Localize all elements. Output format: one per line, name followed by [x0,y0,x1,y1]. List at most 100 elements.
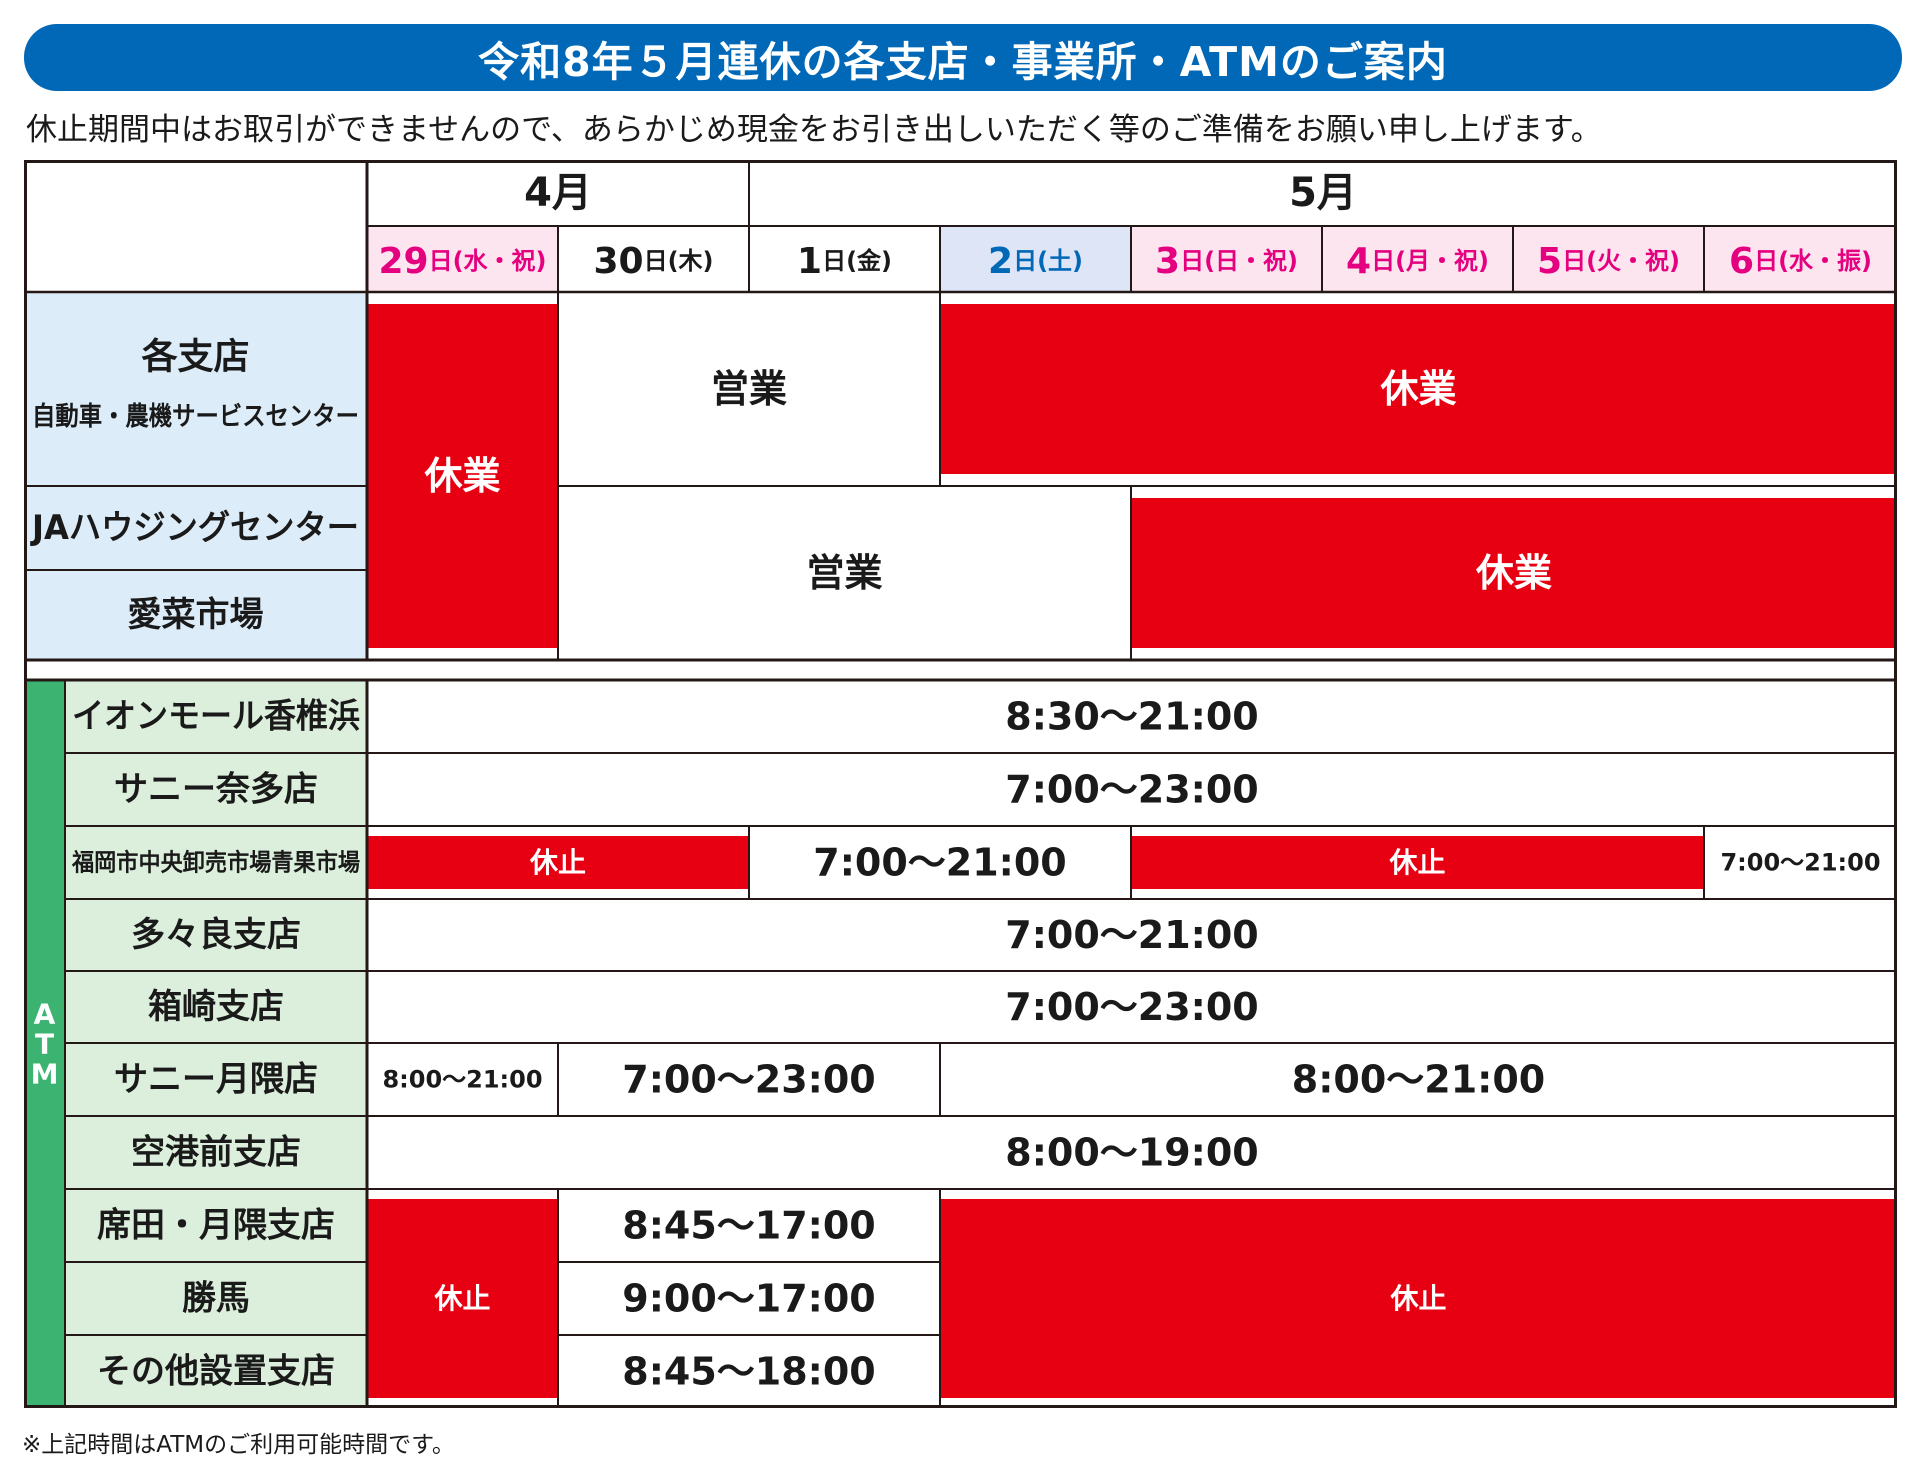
closed-block [1132,836,1703,889]
closed-label: 休止 [529,846,586,879]
atm-strip-letter: T [35,1028,54,1061]
branch-row-label: 愛菜市場 [128,595,264,635]
hours-block [368,753,1896,826]
atm-row-label: 福岡市中央卸売市場青果市場 [71,849,360,877]
hours-block [368,971,1896,1043]
hours-label: 7:00〜23:00 [622,1058,875,1102]
hours-label: 8:45〜17:00 [622,1204,875,1248]
table-border [24,160,1897,1408]
open-label: 営業 [711,367,787,411]
hours-label: 8:00〜21:00 [382,1066,542,1094]
day-number: 4 [1346,241,1371,282]
closed-block [368,304,557,648]
atm-row-label: その他設置支店 [97,1352,335,1392]
closed-label: 休止 [1388,846,1445,879]
day-header-cell [1322,226,1513,292]
open-block [559,486,1130,660]
hours-label: 8:00〜21:00 [1292,1058,1545,1102]
hours-block [368,1043,557,1116]
atm-strip-letter: A [34,998,56,1031]
branch-row-sublabel: 自動車・農機サービスセンター [32,401,359,432]
hours-label: 7:00〜21:00 [1005,913,1258,957]
title-banner: 令和8年５月連休の各支店・事業所・ATMのご案内 [24,24,1902,91]
branch-row-label: 各支店 [141,337,249,378]
closed-block [941,304,1896,474]
day-unit: 日 [1754,247,1778,275]
section-separator [24,660,1897,680]
atm-row-label: イオンモール香椎浜 [72,697,360,737]
day-unit: 日 [429,247,453,275]
holiday-schedule-table: 4月 5月 29日(水・祝) 30日(木) 1日(金) 2日(土) 3日(日・祝) 4日(月・… [24,160,1897,1408]
day-label: 29日(水・祝) [378,241,546,282]
hours-block [368,1116,1896,1189]
hours-label: 7:00〜23:00 [1005,985,1258,1029]
day-of-week: (火・祝) [1586,247,1680,275]
closed-label: 休止 [1389,1282,1446,1315]
hours-label: 8:00〜19:00 [1005,1131,1258,1175]
hours-label: 8:30〜21:00 [1005,695,1258,739]
hours-block [941,1043,1896,1116]
closed-label: 休止 [433,1282,490,1315]
day-header-cell [1704,226,1897,292]
page-title: 令和8年５月連休の各支店・事業所・ATMのご案内 [478,37,1448,86]
day-label: 1日(金) [797,241,892,282]
day-number: 3 [1155,241,1180,282]
day-unit: 日 [1562,247,1586,275]
day-header-cell [940,226,1131,292]
day-header-cell [1513,226,1704,292]
hours-block [559,1262,939,1335]
day-header-cell [367,226,558,292]
closed-block [368,1199,557,1398]
atm-row-label: 箱崎支店 [148,987,284,1027]
closed-block [941,1199,1896,1398]
day-of-week: (金) [846,247,892,275]
day-number: 30 [593,241,643,282]
open-label: 営業 [806,551,882,595]
open-block [559,292,939,486]
atm-row-label: サニー月隈店 [114,1060,318,1100]
closed-label: 休業 [1475,551,1552,595]
closed-label: 休業 [423,454,500,498]
branch-label-column [24,292,367,660]
hours-label: 7:00〜21:00 [1720,849,1880,877]
hours-block [750,826,1130,899]
day-of-week: (木) [668,247,714,275]
day-label: 5日(火・祝) [1537,241,1680,282]
atm-row-label: サニー奈多店 [114,770,318,810]
day-of-week: (土) [1037,247,1083,275]
hours-label: 7:00〜21:00 [813,841,1066,885]
day-of-week: (日・祝) [1204,247,1298,275]
atm-row-label: 多々良支店 [131,915,301,955]
day-number: 1 [797,241,822,282]
day-unit: 日 [644,247,668,275]
day-label: 3日(日・祝) [1155,241,1298,282]
hours-block [1705,826,1896,899]
atm-row-label: 空港前支店 [131,1133,301,1173]
day-unit: 日 [1180,247,1204,275]
notice-text: 休止期間中はお取引ができませんので、あらかじめ現金をお引き出しいただく等のご準備… [26,112,1602,148]
hours-label: 8:45〜18:00 [622,1350,875,1394]
day-header-cell [1131,226,1322,292]
hours-label: 7:00〜23:00 [1005,768,1258,812]
atm-strip-letter: M [31,1058,59,1091]
hours-block [559,1043,939,1116]
day-label: 30日(木) [593,241,713,282]
day-number: 6 [1729,241,1754,282]
day-of-week: (水・振) [1778,247,1872,275]
day-unit: 日 [1013,247,1037,275]
branch-row-label: JAハウジングセンター [30,508,359,548]
atm-row-label: 勝馬 [182,1279,250,1319]
hours-block [368,680,1896,753]
hours-block [559,1335,939,1408]
day-label: 6日(水・振) [1729,241,1872,282]
footnote: ※上記時間はATMのご利用可能時間です。 [22,1432,455,1458]
day-number: 5 [1537,241,1562,282]
hours-block [368,899,1896,971]
hours-block [559,1189,939,1262]
day-header-cell [558,226,749,292]
atm-row-label: 席田・月隈支店 [97,1206,335,1246]
day-label: 4日(月・祝) [1346,241,1489,282]
day-header-cell [749,226,940,292]
day-of-week: (水・祝) [453,247,547,275]
